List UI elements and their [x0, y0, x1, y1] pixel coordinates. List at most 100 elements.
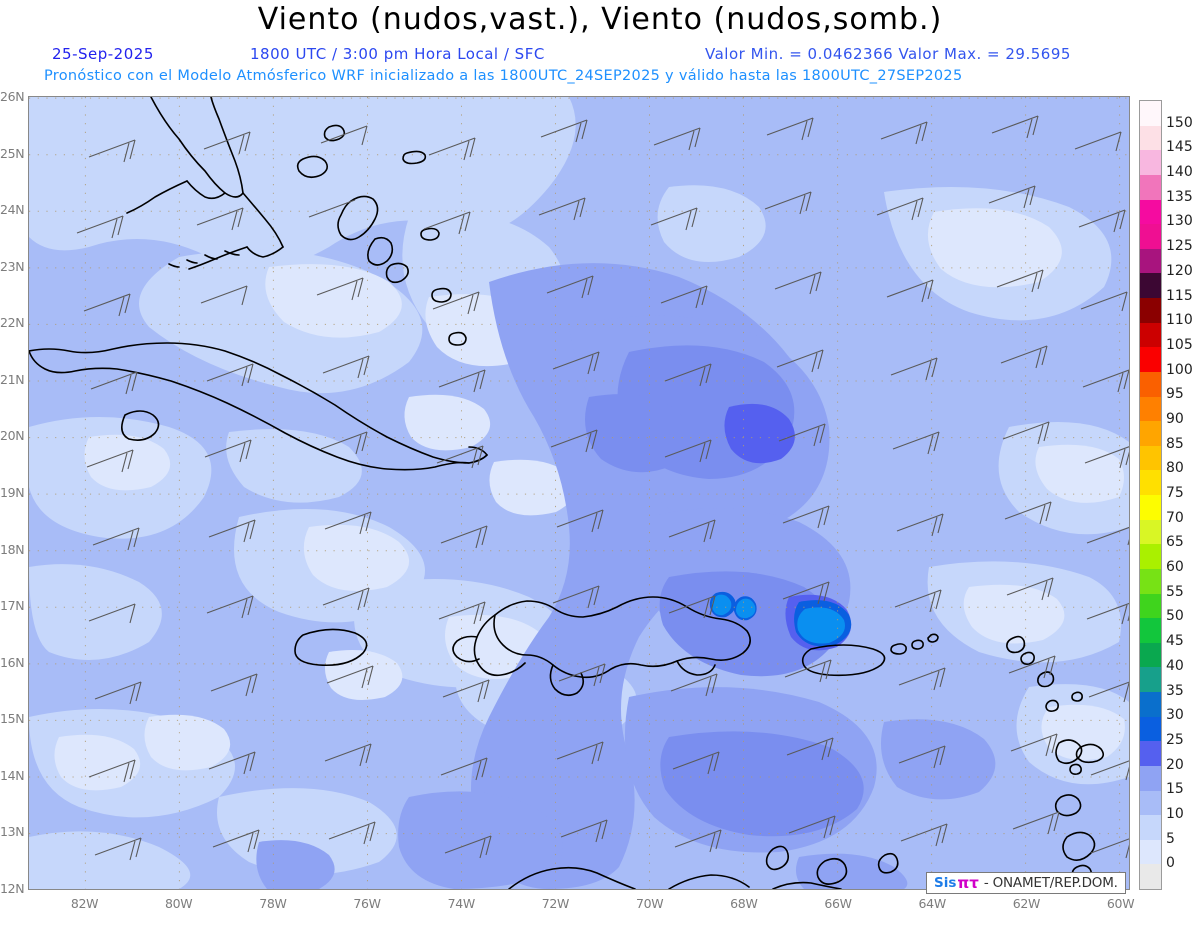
- colorbar-tick-label: 145: [1166, 139, 1193, 156]
- colorbar-tick-label: 150: [1166, 114, 1193, 131]
- colorbar-swatch: [1140, 125, 1161, 151]
- colorbar-swatch: [1140, 815, 1161, 840]
- logo-sis-text: Sis: [934, 875, 957, 891]
- forecast-date: 25-Sep-2025: [52, 45, 154, 63]
- colorbar-tick-label: 140: [1166, 164, 1193, 181]
- latitude-tick-16N: 16N: [0, 654, 25, 670]
- latitude-tick-19N: 19N: [0, 485, 25, 500]
- colorbar-tick-label: 25: [1166, 731, 1184, 748]
- colorbar-tick-label: 75: [1166, 485, 1184, 501]
- colorbar: [1139, 100, 1162, 890]
- colorbar-tick-label: 50: [1166, 608, 1184, 625]
- longitude-tick-62W: 62W: [1012, 896, 1041, 911]
- model-description: Pronóstico con el Modelo Atmósferico WRF…: [44, 68, 963, 84]
- colorbar-swatch: [1140, 174, 1161, 200]
- colorbar-swatch: [1140, 716, 1161, 742]
- longitude-tick-60W: 60W: [1106, 896, 1135, 911]
- map-plot-area[interactable]: [28, 96, 1130, 890]
- latitude-tick-20N: 20N: [0, 428, 25, 444]
- colorbar-tick-label: 90: [1166, 410, 1184, 427]
- colorbar-tick-label: 65: [1166, 534, 1184, 551]
- colorbar-swatch: [1140, 150, 1161, 175]
- colorbar-swatch: [1140, 741, 1161, 766]
- colorbar-swatch: [1140, 445, 1161, 471]
- colorbar-tick-label: 40: [1166, 657, 1184, 674]
- colorbar-tick-label: 60: [1166, 559, 1184, 576]
- colorbar-swatch: [1140, 618, 1161, 643]
- longitude-tick-72W: 72W: [541, 896, 570, 911]
- colorbar-swatch: [1140, 421, 1161, 446]
- colorbar-tick-label: 100: [1166, 361, 1193, 378]
- colorbar-swatch: [1140, 667, 1161, 692]
- chart-header: Viento (nudos,vast.), Viento (nudos,somb…: [0, 0, 1200, 92]
- longitude-tick-82W: 82W: [70, 896, 99, 911]
- colorbar-labels: 150 145 140 135 130 125 120 115 110 105 100 95 90 85 8…: [1166, 100, 1200, 890]
- colorbar-tick-label: 30: [1166, 707, 1184, 724]
- longitude-tick-66W: 66W: [824, 896, 852, 911]
- colorbar-tick-label: 105: [1166, 336, 1193, 353]
- colorbar-tick-label: 115: [1166, 287, 1193, 304]
- colorbar-swatch: [1140, 519, 1161, 545]
- colorbar-swatch: [1140, 470, 1161, 495]
- colorbar-swatch: [1140, 864, 1161, 889]
- weather-map: [29, 97, 1129, 889]
- colorbar-swatch: [1140, 790, 1161, 816]
- colorbar-swatch: [1140, 765, 1161, 791]
- value-min-max: Valor Min. = 0.0462366 Valor Max. = 29.5…: [705, 45, 1071, 63]
- forecast-time: 1800 UTC / 3:00 pm Hora Local / SFC: [250, 45, 545, 63]
- longitude-tick-76W: 76W: [353, 896, 381, 911]
- colorbar-swatch: [1140, 544, 1161, 569]
- latitude-tick-25N: 25N: [0, 145, 25, 161]
- colorbar-swatch: [1140, 593, 1161, 619]
- latitude-tick-24N: 24N: [0, 202, 25, 218]
- longitude-tick-64W: 64W: [918, 896, 947, 911]
- logo-org-text: - ONAMET/REP.DOM.: [983, 875, 1118, 891]
- colorbar-tick-label: 45: [1166, 633, 1184, 650]
- latitude-tick-14N: 14N: [0, 767, 25, 783]
- colorbar-swatch: [1140, 642, 1161, 668]
- longitude-tick-70W: 70W: [635, 896, 664, 911]
- longitude-tick-78W: 78W: [259, 896, 287, 911]
- colorbar-swatch: [1140, 692, 1161, 717]
- colorbar-swatch: [1140, 347, 1161, 372]
- latitude-tick-18N: 18N: [0, 541, 25, 557]
- colorbar-swatch: [1140, 273, 1161, 298]
- colorbar-tick-label: 130: [1166, 213, 1193, 230]
- latitude-tick-13N: 13N: [0, 824, 25, 840]
- colorbar-swatch: [1140, 371, 1161, 397]
- colorbar-tick-label: 70: [1166, 509, 1184, 526]
- colorbar-tick-label: 135: [1166, 188, 1193, 205]
- latitude-tick-17N: 17N: [0, 598, 25, 614]
- logo-pi-icon: πτ: [957, 874, 979, 892]
- colorbar-swatch: [1140, 396, 1161, 422]
- onamet-logo: Sis πτ - ONAMET/REP.DOM.: [926, 872, 1126, 894]
- longitude-tick-74W: 74W: [447, 896, 476, 911]
- colorbar-swatch: [1140, 248, 1161, 274]
- latitude-tick-22N: 22N: [0, 315, 25, 331]
- colorbar-tick-label: 35: [1166, 682, 1184, 699]
- colorbar-tick-label: 120: [1166, 262, 1193, 279]
- longitude-tick-80W: 80W: [165, 896, 193, 911]
- colorbar-tick-label: 80: [1166, 460, 1184, 477]
- page-title: Viento (nudos,vast.), Viento (nudos,somb…: [257, 2, 943, 37]
- colorbar-tick-label: 20: [1166, 756, 1184, 773]
- colorbar-tick-label: 125: [1166, 238, 1193, 255]
- latitude-tick-23N: 23N: [0, 258, 25, 274]
- colorbar-swatch: [1140, 199, 1161, 225]
- colorbar-tick-label: 10: [1166, 805, 1184, 822]
- colorbar-tick-label: 110: [1166, 312, 1193, 329]
- colorbar-tick-label: 55: [1166, 583, 1184, 600]
- colorbar-tick-label: 85: [1166, 435, 1184, 452]
- colorbar-swatch: [1140, 298, 1161, 323]
- colorbar-swatch: [1140, 101, 1161, 126]
- colorbar-tick-label: 5: [1166, 830, 1175, 847]
- colorbar-swatch: [1140, 839, 1161, 865]
- latitude-tick-21N: 21N: [0, 371, 25, 387]
- colorbar-tick-label: 0: [1166, 855, 1175, 872]
- longitude-tick-68W: 68W: [730, 896, 758, 911]
- latitude-tick-15N: 15N: [0, 711, 25, 727]
- colorbar-swatch: [1140, 495, 1161, 520]
- colorbar-tick-label: 95: [1166, 386, 1184, 403]
- colorbar-swatch: [1140, 322, 1161, 348]
- colorbar-swatch: [1140, 224, 1161, 249]
